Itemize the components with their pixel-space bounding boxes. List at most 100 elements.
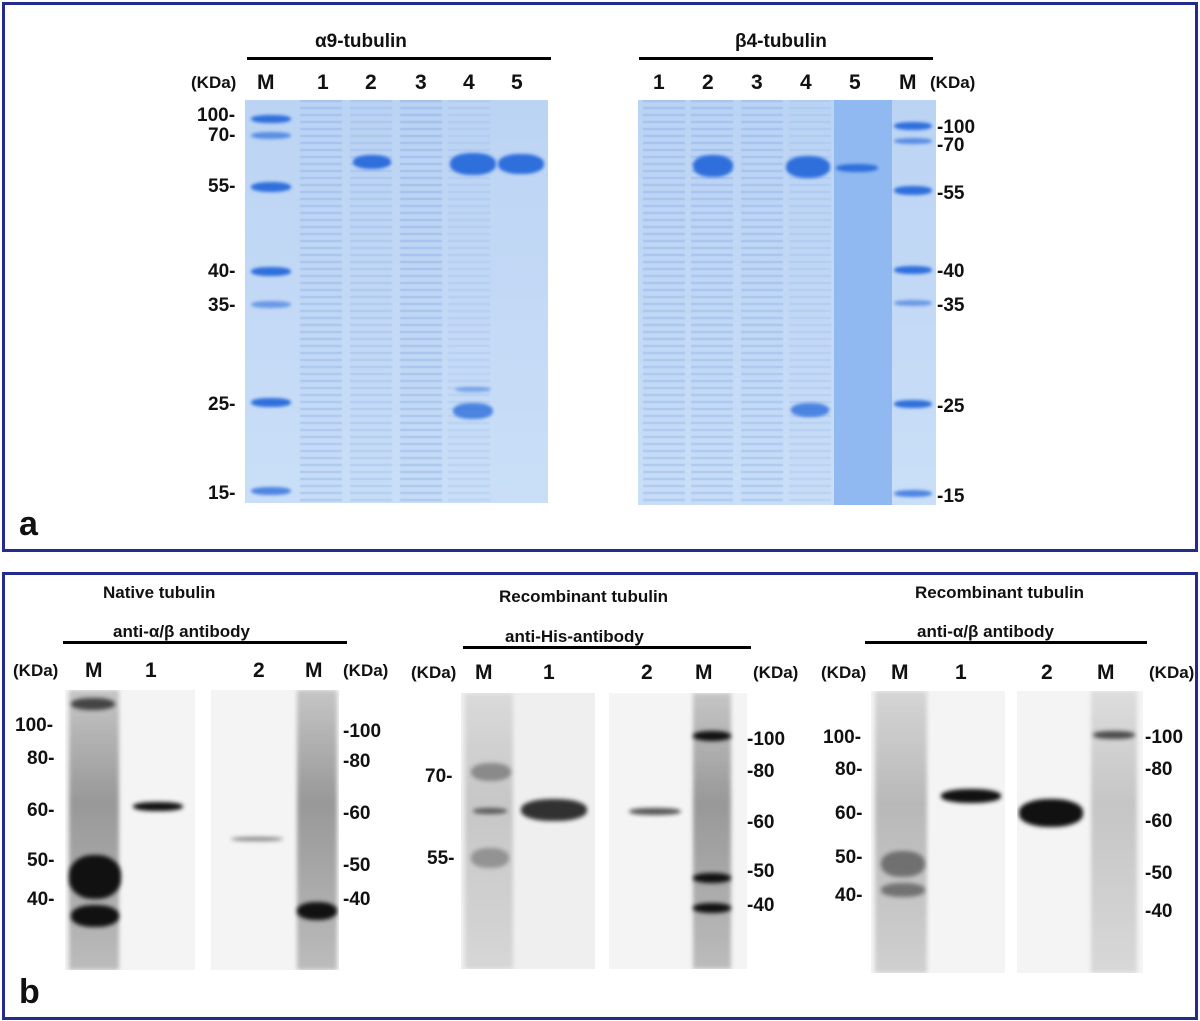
blot3-lane-M2: M [1097, 661, 1115, 684]
ladder-band [1093, 731, 1135, 739]
lane4-lower-band [453, 403, 493, 419]
blot3-marker-right-50: -50 [1145, 863, 1173, 884]
gel-right-marker-35: -35 [937, 295, 965, 316]
blot2-marker-right-100: -100 [747, 729, 786, 750]
gel-left-marker-35: 35- [208, 295, 236, 316]
ladder-band [71, 698, 115, 710]
tubulin-band [353, 155, 391, 169]
blot1-bracket [63, 641, 347, 644]
ladder-band [251, 267, 291, 276]
gel-right-marker-15: -15 [937, 486, 965, 507]
gel-right-image [638, 100, 936, 505]
blot3-marker-40: 40- [835, 885, 863, 906]
blot2-marker-70: 70- [425, 766, 453, 787]
gel-right-bracket [639, 57, 933, 60]
gel-right-marker-70: -70 [937, 135, 965, 156]
blot3-marker-60: 60- [835, 803, 863, 824]
blot1-marker-100: 100- [15, 715, 54, 736]
blot3-title: Recombinant tubulin [915, 583, 1085, 602]
gel-right-kda-label: (KDa) [930, 73, 976, 92]
blot1-ladder [69, 690, 119, 970]
lane4-lower-band [791, 403, 829, 417]
tubulin-band [521, 799, 587, 821]
blot3-marker-right-40: -40 [1145, 901, 1173, 922]
ladder-band [894, 186, 932, 195]
ladder-band [71, 905, 119, 927]
blot2-marker-55: 55- [427, 848, 455, 869]
blot3-marker-right-100: -100 [1145, 727, 1184, 748]
blot2-lane-2: 2 [641, 661, 653, 684]
blot3-antibody: anti-α/β antibody [917, 622, 1054, 641]
ladder-band [894, 300, 932, 306]
blot1-marker-right-60: -60 [343, 803, 371, 824]
blot3-marker-right-80: -80 [1145, 759, 1173, 780]
blot1-marker-80: 80- [27, 748, 55, 769]
blot1-marker-40: 40- [27, 889, 55, 910]
blot2-title: Recombinant tubulin [499, 587, 669, 606]
blot3-bracket [865, 641, 1147, 644]
blot3-ladder [875, 691, 927, 973]
gel-right-marker-40: -40 [937, 261, 965, 282]
blot3-right-image [1017, 691, 1143, 973]
tubulin-band [231, 837, 283, 841]
ladder-band [881, 883, 925, 897]
gel-left-lane-4: 4 [463, 71, 475, 94]
blot2-bracket [463, 646, 751, 649]
blot2-kda-left: (KDa) [411, 663, 457, 682]
panel-b: Native tubulin anti-α/β antibody (KDa) M… [2, 572, 1198, 1020]
ladder-band [894, 400, 932, 408]
blot2-ladder [465, 693, 513, 969]
gel-right-title: β4-tubulin [735, 31, 827, 52]
tubulin-band [629, 808, 681, 815]
gel-right-lane-3: 3 [751, 71, 763, 94]
blot2-right-image [609, 693, 747, 969]
blot2-marker-right-60: -60 [747, 812, 775, 833]
gel-left-lane-1: 1 [317, 71, 329, 94]
gel-left-kda-label: (KDa) [191, 73, 237, 92]
blot1-marker-50: 50- [27, 850, 55, 871]
blot1-lane-M2: M [305, 659, 323, 682]
blot1-marker-right-50: -50 [343, 855, 371, 876]
gel-right-marker-25: -25 [937, 396, 965, 417]
gel-right-lane-4: 4 [800, 71, 812, 94]
blot3-left-image [871, 691, 1005, 973]
blot1-antibody: anti-α/β antibody [113, 622, 250, 641]
gel-left-marker-40: 40- [208, 261, 236, 282]
ladder-band [693, 873, 731, 883]
ladder-band [69, 855, 121, 899]
ladder-band [894, 490, 932, 497]
blot3-kda-left: (KDa) [821, 663, 867, 682]
ladder-band [251, 115, 291, 123]
tubulin-band [693, 155, 733, 177]
gel-left-title: α9-tubulin [315, 31, 407, 52]
gel-right-lane-1: 1 [653, 71, 665, 94]
gel-right-lane5-bg [834, 100, 892, 505]
blot2-antibody: anti-His-antibody [505, 627, 644, 646]
gel-left-marker-15: 15- [208, 483, 236, 504]
gel-right-marker-55: -55 [937, 183, 965, 204]
blot2-marker-right-80: -80 [747, 761, 775, 782]
tubulin-band [133, 802, 183, 811]
blot2-lane-1: 1 [543, 661, 555, 684]
gel-left-marker-70: 70- [208, 125, 236, 146]
blot1-lane-M: M [85, 659, 103, 682]
blot3-marker-80: 80- [835, 759, 863, 780]
blot3-lane-1: 1 [955, 661, 967, 684]
blot1-marker-right-40: -40 [343, 889, 371, 910]
blot3-lane-2: 2 [1041, 661, 1053, 684]
ladder-band [881, 851, 925, 877]
panel-a-letter: a [19, 505, 38, 543]
ladder-band [693, 731, 731, 741]
tubulin-band [1019, 799, 1083, 827]
gel-right-lane-2: 2 [702, 71, 714, 94]
gel-left-marker-25: 25- [208, 394, 236, 415]
ladder-band [894, 266, 932, 274]
ladder-band [894, 122, 932, 130]
blot2-kda-right: (KDa) [753, 663, 799, 682]
ladder-band [473, 808, 507, 814]
tubulin-band [498, 154, 544, 174]
gel-left-marker-100: 100- [197, 105, 236, 126]
blot3-kda-right: (KDa) [1149, 663, 1195, 682]
blot1-title: Native tubulin [103, 583, 216, 602]
ladder-band [693, 903, 731, 913]
